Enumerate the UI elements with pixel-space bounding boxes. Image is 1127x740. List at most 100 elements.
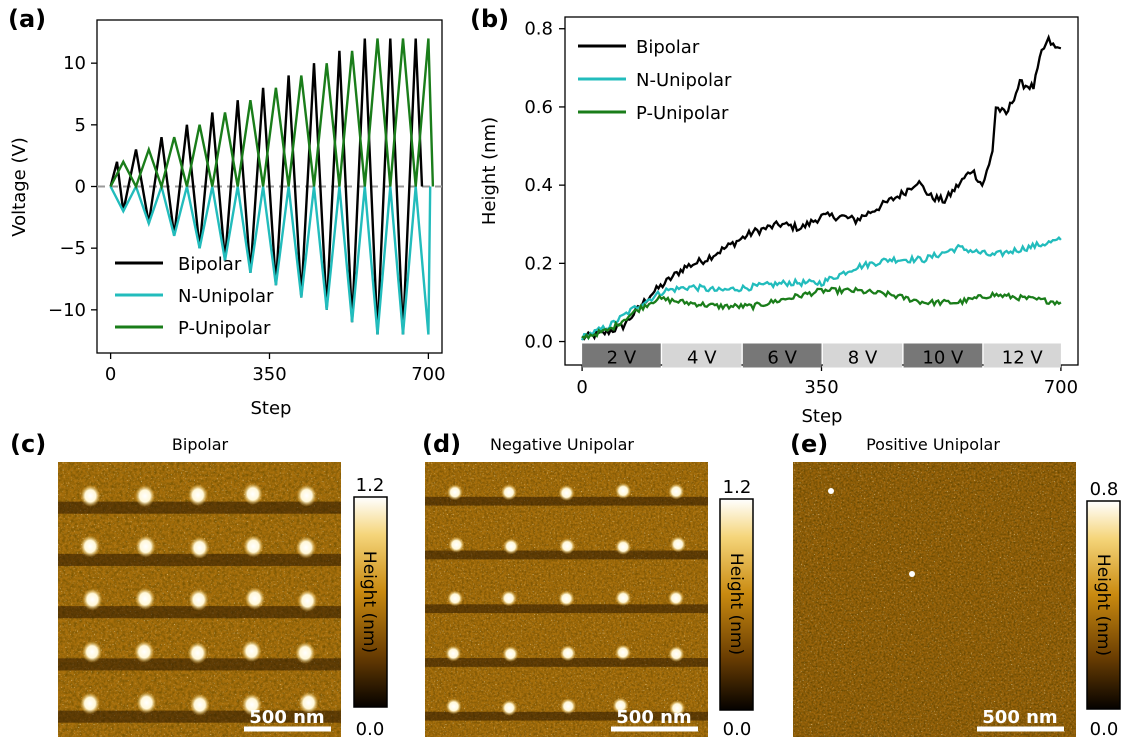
voltage-band-label: 8 V — [848, 347, 878, 368]
panel-b: (b) 0 350 700 0.8 0.6 0.4 0.2 0.0 2 V 4 V 6 V 8 V 1… — [470, 5, 1079, 427]
afm-dot — [500, 590, 517, 607]
afm-dot — [242, 483, 263, 505]
plot-a-ytick-label: 10 — [63, 53, 86, 74]
panel-a: (a) 0 350 700 10 5 0 −5 −10 Step Voltage (V) Bi… — [8, 5, 446, 419]
afm-d-trenches — [425, 496, 708, 721]
afm-e-particle — [828, 488, 834, 494]
afm-dot — [80, 692, 100, 715]
legend-b-label-n-unipolar: N-Unipolar — [636, 70, 732, 91]
plot-b-ytick-label: 0.8 — [524, 19, 553, 40]
panel-c-title: Bipolar — [172, 435, 229, 454]
voltage-band — [742, 343, 822, 368]
afm-trench — [425, 711, 708, 721]
afm-dot — [501, 699, 518, 716]
voltage-band — [662, 343, 742, 368]
afm-dot — [612, 697, 629, 714]
afm-dot — [189, 693, 210, 716]
afm-dot — [297, 589, 318, 612]
panel-c-label: (c) — [10, 430, 46, 458]
afm-trench — [425, 604, 708, 614]
plot-b-ylabel: Height (nm) — [479, 117, 500, 225]
afm-dot — [135, 587, 155, 610]
colorbar-e-label: Height (nm) — [1093, 554, 1113, 656]
panel-b-label: (b) — [470, 5, 509, 33]
plot-b-ytick-label: 0.2 — [524, 253, 553, 274]
afm-dot — [669, 700, 686, 717]
colorbar-d-max: 1.2 — [723, 477, 752, 498]
afm-dot — [134, 485, 155, 507]
voltage-band-label: 4 V — [687, 347, 717, 368]
panel-d-label: (d) — [422, 430, 461, 458]
plot-a-ytick-label: 5 — [75, 115, 86, 136]
panel-d-title: Negative Unipolar — [490, 435, 634, 454]
voltage-band-label: 12 V — [1002, 347, 1044, 368]
series-line-b-bipolar — [581, 34, 1062, 341]
legend-label-n-unipolar: N-Unipolar — [178, 286, 274, 307]
afm-image-e: 500 nm — [793, 462, 1076, 737]
series-line-n-unipolar — [109, 182, 432, 335]
afm-dot — [445, 698, 462, 715]
afm-dot — [188, 588, 209, 611]
plot-b-ytick-label: 0.4 — [524, 175, 553, 196]
afm-dot — [615, 538, 632, 555]
series-line-b-p-unipolar — [581, 285, 1062, 341]
afm-dot — [298, 691, 319, 714]
panel-d: (d) Negative Unipolar 500 nm 1.2 0.0 Hei… — [422, 430, 754, 740]
afm-dot — [445, 645, 462, 662]
plot-a-ytick-label: −10 — [48, 300, 86, 321]
afm-dot — [446, 484, 463, 501]
afm-dot — [241, 640, 262, 663]
voltage-band-label: 10 V — [922, 347, 964, 368]
voltage-band — [983, 343, 1061, 368]
voltage-band — [903, 343, 983, 368]
series-line-bipolar — [109, 38, 424, 335]
afm-image-d: 500 nm — [425, 462, 708, 737]
afm-trench — [58, 658, 341, 671]
panel-e-label: (e) — [790, 430, 828, 458]
plot-a-series — [109, 38, 435, 335]
voltage-band — [822, 343, 903, 368]
afm-dot — [80, 484, 101, 507]
colorbar-e-max: 0.8 — [1090, 479, 1119, 500]
legend-b-label-bipolar: Bipolar — [636, 37, 700, 58]
afm-dot — [243, 535, 264, 558]
plot-a-xtick-label: 700 — [411, 364, 445, 385]
plot-a-ytick-label: 0 — [75, 177, 86, 198]
scale-label-e: 500 nm — [982, 707, 1057, 728]
voltage-band-label: 6 V — [767, 347, 797, 368]
afm-dot — [615, 644, 631, 661]
voltage-band-label: 2 V — [607, 347, 637, 368]
afm-c-dots — [80, 483, 319, 716]
plot-b-ytick-label: 0.0 — [524, 332, 553, 353]
afm-trench — [425, 658, 708, 667]
afm-trench — [58, 501, 341, 514]
afm-dot — [500, 484, 517, 501]
afm-dot — [668, 646, 685, 662]
afm-dot — [296, 484, 317, 507]
plot-a-ylabel: Voltage (V) — [9, 137, 30, 237]
afm-dot — [559, 645, 576, 662]
panel-a-label: (a) — [8, 5, 46, 33]
afm-dot — [187, 484, 208, 507]
afm-dot — [615, 590, 632, 606]
afm-trench — [58, 710, 341, 723]
colorbar-c-label: Height (nm) — [359, 551, 379, 653]
colorbar-e-min: 0.0 — [1090, 719, 1119, 740]
scale-label-d: 500 nm — [616, 707, 691, 728]
afm-dot — [295, 641, 316, 664]
legend-label-bipolar: Bipolar — [178, 254, 242, 275]
colorbar-d-label: Height (nm) — [726, 553, 746, 655]
afm-dot — [82, 640, 103, 663]
afm-dot — [80, 535, 101, 558]
legend-label-p-unipolar: P-Unipolar — [178, 318, 271, 339]
plot-b-xtick-label: 700 — [1044, 377, 1078, 398]
afm-trench — [58, 553, 341, 566]
colorbar-c-min: 0.0 — [356, 719, 385, 740]
series-line-p-unipolar — [109, 38, 435, 191]
afm-trench — [425, 550, 708, 560]
plot-b-legend: Bipolar N-Unipolar P-Unipolar — [578, 37, 732, 124]
afm-dot — [82, 588, 103, 611]
afm-dot — [244, 587, 265, 610]
colorbar-e: 0.8 0.0 Height (nm) — [1086, 479, 1121, 740]
